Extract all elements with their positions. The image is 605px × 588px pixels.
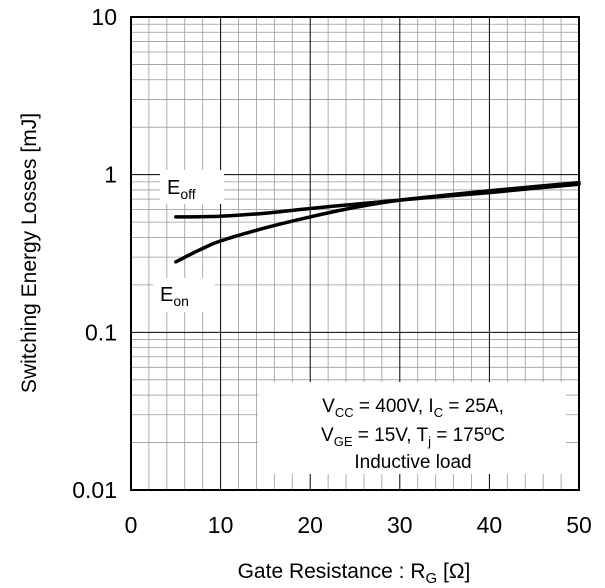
condition-subscript: j bbox=[427, 434, 431, 449]
condition-subscript: GE bbox=[334, 434, 353, 449]
plot-border bbox=[130, 16, 580, 491]
y-tick-label: 10 bbox=[91, 4, 117, 30]
condition-subscript: C bbox=[434, 405, 443, 420]
tick-labels: 0 10 20 30 40 50 0.01 0.1 1 10 bbox=[72, 4, 592, 538]
y-axis-title: Switching Energy Losses [mJ] bbox=[18, 113, 41, 393]
series-lines bbox=[174, 180, 581, 264]
conditions-line-1: VCC = 400V, IC = 25A, bbox=[322, 396, 504, 420]
x-axis-title-main: Gate Resistance : R bbox=[238, 560, 426, 583]
x-axis-title-unit: [Ω] bbox=[437, 560, 470, 583]
y-tick-label: 0.01 bbox=[72, 477, 117, 503]
x-tick-label: 20 bbox=[297, 512, 323, 538]
plot-frame bbox=[130, 16, 580, 491]
condition-text: = 15V, T bbox=[353, 425, 429, 446]
eoff-label-sub: off bbox=[180, 186, 195, 202]
x-tick-label: 50 bbox=[566, 512, 592, 538]
condition-text: = 25A, bbox=[443, 396, 504, 417]
condition-text: V bbox=[322, 396, 335, 417]
condition-text: V bbox=[321, 425, 334, 446]
x-axis-title: Gate Resistance : RG [Ω] bbox=[238, 560, 471, 587]
x-tick-label: 40 bbox=[477, 512, 503, 538]
condition-text: = 175ºC bbox=[431, 425, 505, 446]
eoff-label-main: E bbox=[167, 177, 180, 199]
series-label-eoff: Eoff bbox=[167, 177, 196, 202]
eon-label-bg bbox=[153, 278, 215, 312]
conditions-box-bg bbox=[258, 382, 566, 474]
x-axis-title-sub: G bbox=[426, 570, 438, 587]
condition-subscript: CC bbox=[335, 405, 354, 420]
conditions-line-2: VGE = 15V, Tj = 175ºC bbox=[321, 425, 505, 449]
y-tick-label: 0.1 bbox=[85, 319, 117, 345]
series-line-eon bbox=[174, 180, 581, 264]
eoff-label-bg bbox=[160, 170, 224, 204]
conditions-line-3: Inductive load bbox=[354, 452, 471, 473]
condition-text: = 400V, I bbox=[354, 396, 434, 417]
eon-label-sub: on bbox=[173, 293, 189, 309]
x-tick-label: 10 bbox=[208, 512, 234, 538]
y-tick-label: 1 bbox=[104, 162, 117, 188]
x-tick-label: 30 bbox=[387, 512, 413, 538]
eon-label-main: E bbox=[160, 284, 173, 306]
x-tick-label: 0 bbox=[125, 512, 138, 538]
series-label-eon: Eon bbox=[160, 284, 189, 309]
